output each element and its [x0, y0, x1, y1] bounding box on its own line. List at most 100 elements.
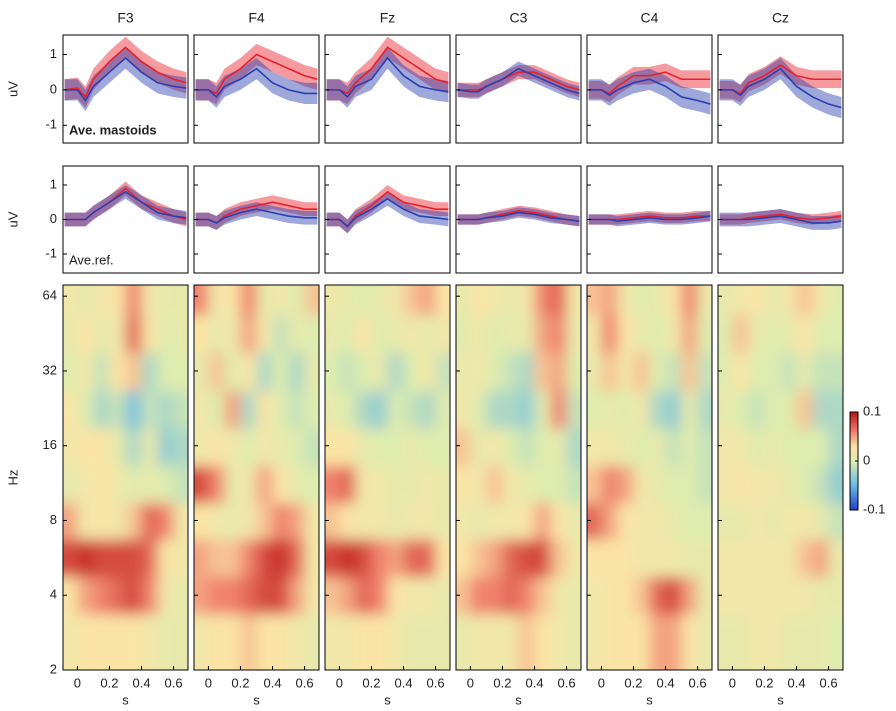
heatmap-cell: [403, 315, 421, 354]
heatmap-cell: [272, 539, 290, 578]
heatmap-cell: [272, 285, 290, 316]
panel: [326, 36, 449, 108]
error-band: [719, 56, 842, 103]
panel: [456, 285, 581, 670]
colorbar-step: [850, 448, 858, 452]
heatmap-cell: [601, 539, 618, 578]
heatmap-cell: [796, 428, 814, 467]
heatmap-cell: [109, 465, 126, 504]
heatmap-cell: [732, 428, 749, 467]
heatmap-cell: [387, 577, 405, 615]
heatmap-cell: [456, 503, 471, 541]
panel-frame: [324, 34, 451, 144]
heatmap-cell: [141, 391, 159, 430]
heatmap-cell: [325, 577, 340, 615]
x-tick-label: 0: [205, 675, 212, 690]
heatmap-cell: [256, 315, 274, 354]
panel-frame: [717, 165, 844, 274]
heatmap-cell: [208, 465, 225, 504]
y-tick-label: 1: [50, 46, 57, 61]
error-band: [719, 209, 842, 225]
heatmap-cell: [748, 503, 765, 541]
error-band: [326, 47, 449, 108]
heatmap-cell: [63, 614, 78, 670]
heatmap-cell: [419, 577, 437, 615]
mean-line: [457, 67, 580, 95]
heatmap-cell: [304, 315, 319, 354]
heatmap-cell: [617, 391, 634, 430]
heatmap-cell: [256, 577, 274, 615]
colorbar-step: [850, 478, 858, 482]
x-tick-label: 0.4: [525, 675, 543, 690]
error-band: [195, 195, 318, 230]
x-axis-label: s: [515, 692, 522, 707]
heatmap-cell: [697, 352, 712, 392]
error-band: [326, 36, 449, 105]
panel: [326, 184, 449, 234]
heatmap-cell: [77, 391, 94, 430]
heatmap-cell: [633, 315, 650, 354]
heatmap-cell: [697, 577, 712, 615]
heatmap-cell: [63, 539, 78, 578]
heatmap-cell: [502, 352, 519, 392]
heatmap-cell: [288, 614, 306, 670]
heatmap-cell: [828, 503, 843, 541]
mean-line: [64, 190, 187, 221]
heatmap-cell: [419, 539, 437, 578]
colorbar-step: [850, 434, 858, 437]
heatmap-cell: [764, 391, 781, 430]
heatmap-cell: [534, 428, 552, 467]
heatmap-cell: [456, 614, 471, 670]
heatmap-cell: [780, 465, 798, 504]
heatmap-cell: [288, 285, 306, 316]
heatmap-cell: [456, 577, 471, 615]
heatmap-cell: [681, 503, 699, 541]
colorbar-step: [850, 497, 858, 501]
heatmap-cell: [534, 577, 552, 615]
heatmap-cell: [224, 577, 241, 615]
panel-frame: [62, 284, 189, 671]
heatmap-cell: [732, 539, 749, 578]
heatmap-cell: [173, 352, 188, 392]
panel: [64, 36, 187, 112]
heatmap-cell: [649, 539, 667, 578]
heatmap-cell: [435, 352, 450, 392]
heatmap-cell: [828, 352, 843, 392]
heatmap-cell: [780, 539, 798, 578]
colorbar-step: [850, 453, 858, 457]
heatmap-cell: [419, 285, 437, 316]
heatmap-cell: [665, 465, 683, 504]
heatmap-cell: [748, 352, 765, 392]
heatmap-cell: [550, 539, 568, 578]
heatmap-cell: [718, 503, 733, 541]
heatmap-cell: [601, 465, 618, 504]
heatmap-cell: [371, 352, 388, 392]
heatmap-cell: [224, 352, 241, 392]
heatmap-cell: [272, 577, 290, 615]
heatmap-cell: [125, 539, 143, 578]
heatmap-cell: [633, 465, 650, 504]
heatmap-cell: [649, 577, 667, 615]
heatmap-cell: [125, 428, 143, 467]
heatmap-cell: [518, 465, 536, 504]
heatmap-cell: [125, 577, 143, 615]
error-band: [719, 209, 842, 230]
heatmap-cell: [518, 352, 536, 392]
heatmap-cell: [633, 539, 650, 578]
panel-frame: [717, 34, 844, 144]
heatmap-cell: [435, 503, 450, 541]
heatmap-cell: [141, 503, 159, 541]
heatmap-cell: [732, 577, 749, 615]
heatmap-cell: [550, 315, 568, 354]
heatmap-cell: [534, 315, 552, 354]
colorbar-step: [850, 412, 858, 415]
annotation: Ave. mastoids: [69, 122, 157, 137]
heatmap-cell: [566, 614, 581, 670]
heatmap-cell: [665, 352, 683, 392]
heatmap-cell: [157, 285, 175, 316]
error-band: [719, 58, 842, 119]
heatmap-cell: [796, 503, 814, 541]
heatmap-cell: [240, 503, 257, 541]
heatmap-cell: [828, 428, 843, 467]
error-band: [588, 68, 711, 115]
